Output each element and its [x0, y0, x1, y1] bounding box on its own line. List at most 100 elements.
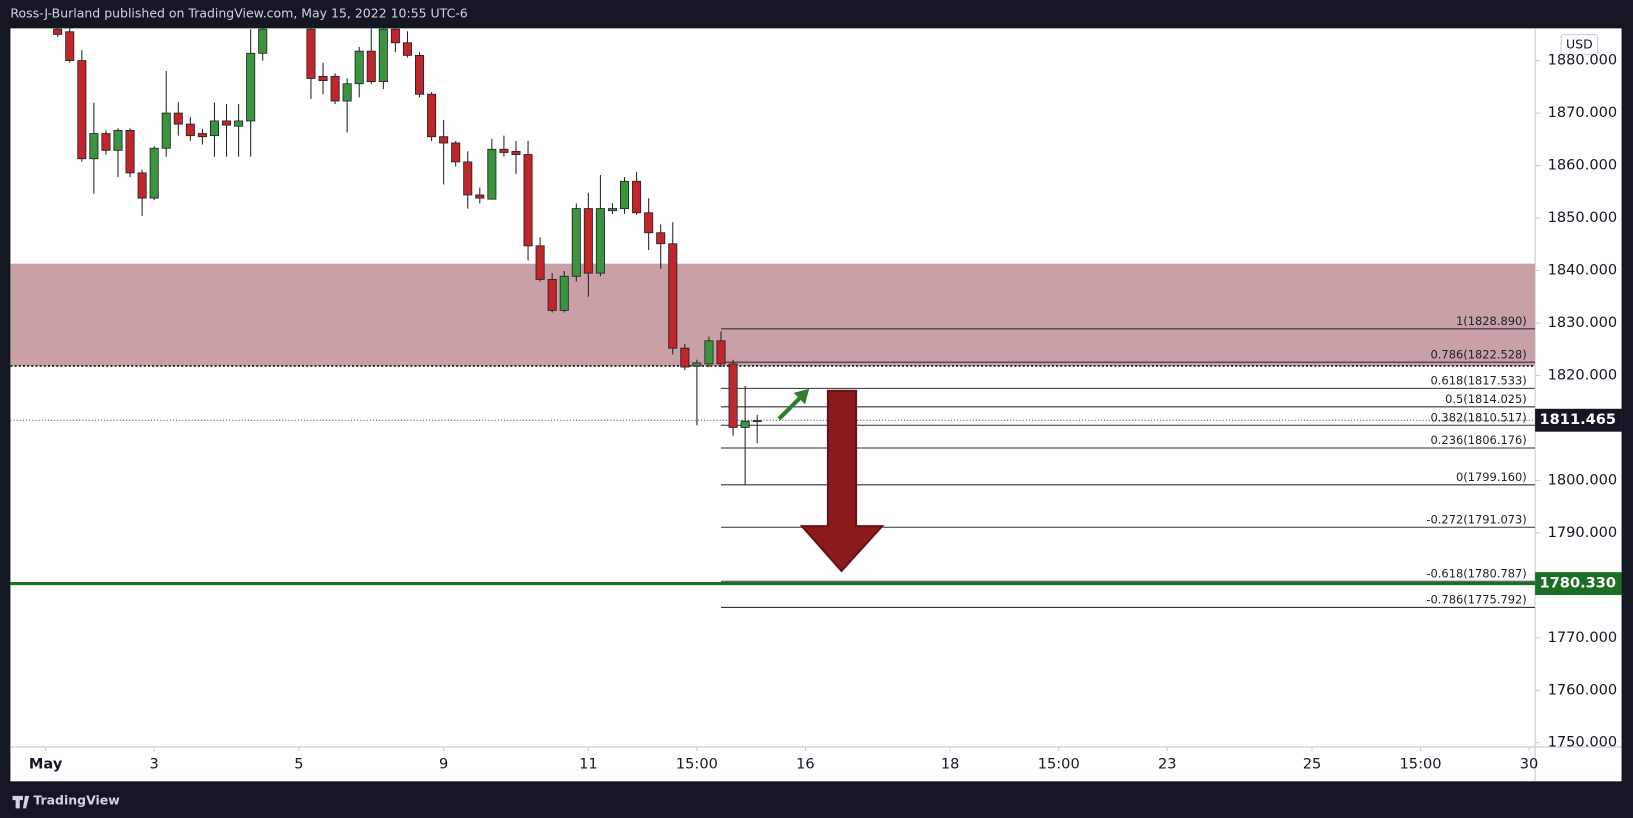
y-tick-label: 1790.000 — [1548, 524, 1618, 541]
x-tick-label: May — [29, 756, 63, 773]
candle-body — [499, 148, 509, 153]
candle-body — [752, 420, 762, 423]
candle-body — [390, 28, 400, 44]
candle-body — [704, 340, 714, 365]
y-tick-label: 1860.000 — [1548, 157, 1618, 174]
x-tick-label: 30 — [1520, 756, 1539, 773]
candle-body — [366, 50, 376, 83]
last-price-label: 1811.465 — [1540, 411, 1617, 428]
fib-label: -0.272(1791.073) — [1426, 512, 1526, 526]
currency-box — [1560, 34, 1599, 55]
candle-body — [644, 212, 654, 234]
candle-body — [65, 31, 75, 62]
support-price-box — [1535, 572, 1622, 596]
x-tick-label: 15:00 — [1038, 756, 1080, 773]
green-arrow-head — [793, 388, 810, 405]
x-tick-label: 23 — [1158, 756, 1177, 773]
candle-body — [523, 154, 533, 247]
candle-body — [209, 120, 219, 137]
y-tick-label: 1750.000 — [1548, 734, 1618, 751]
y-tick-label: 1800.000 — [1548, 471, 1618, 488]
fib-label: 0.236(1806.176) — [1431, 433, 1527, 447]
red-down-arrow — [799, 389, 885, 573]
candle-body — [77, 60, 87, 160]
candle-body — [571, 208, 581, 277]
candle-body — [161, 112, 171, 149]
candle-body — [620, 180, 630, 210]
candle-body — [716, 340, 726, 365]
candle-body — [451, 142, 461, 163]
candle-body — [222, 120, 232, 126]
candle-body — [511, 150, 521, 155]
candle-body — [306, 28, 316, 79]
candle-body — [330, 75, 340, 102]
fib-label: 1(1828.890) — [1456, 314, 1527, 328]
brand-logo: TradingView — [12, 793, 120, 809]
y-tick-label: 1760.000 — [1548, 681, 1618, 698]
candle-body — [463, 161, 473, 196]
candle-body — [149, 147, 159, 199]
candle-body — [137, 172, 147, 199]
candle-body — [414, 54, 425, 95]
x-tick-label: 18 — [941, 756, 960, 773]
candle-body — [547, 279, 557, 311]
candle-body — [89, 133, 99, 160]
candle-body — [342, 83, 352, 102]
candle-body — [656, 232, 666, 245]
currency: USD — [1566, 37, 1593, 52]
candle-body — [607, 208, 617, 212]
logo-mark — [12, 795, 30, 809]
candle-body — [668, 243, 678, 349]
y-tick-label: 1770.000 — [1548, 629, 1618, 646]
overlay: 1880.000 1870.000 1860.000 1850.000 1840.000… — [29, 52, 1622, 773]
candle-body — [583, 208, 593, 274]
candle-body — [475, 194, 485, 199]
candle-body — [427, 93, 437, 138]
fib-label: -0.618(1780.787) — [1426, 566, 1526, 580]
resistance-zone — [10, 263, 1536, 367]
candle-body — [113, 129, 123, 151]
candle-body — [53, 28, 63, 35]
y-tick-label: 1850.000 — [1548, 209, 1618, 226]
last-price-box — [1535, 408, 1622, 432]
header: Ross-J-Burland published on TradingView.… — [10, 5, 467, 20]
candle-body — [234, 120, 244, 127]
candle-body — [535, 245, 545, 280]
candle-body — [185, 123, 195, 137]
chart-background — [10, 28, 1622, 782]
fib-label: -0.786(1775.792) — [1426, 593, 1526, 607]
x-tick-label: 3 — [150, 756, 159, 773]
fib-label: 0.618(1817.533) — [1431, 374, 1527, 388]
x-tick-label: 9 — [439, 756, 448, 773]
fib-label: 0(1799.160) — [1456, 470, 1527, 484]
candle-body — [728, 363, 738, 428]
candle-body — [258, 28, 268, 54]
y-tick-label: 1870.000 — [1548, 104, 1618, 121]
candle-body — [354, 50, 364, 85]
candle-body — [318, 75, 328, 81]
y-tick-label: 1880.000 — [1548, 52, 1618, 69]
x-tick-label: 15:00 — [1400, 756, 1442, 773]
candle-body — [125, 129, 135, 174]
green-arrow — [777, 388, 810, 421]
annotation-arrows — [777, 388, 885, 573]
brand-name: TradingView — [33, 793, 120, 808]
green-arrow-shaft — [777, 396, 802, 421]
x-tick-label: 11 — [579, 756, 598, 773]
candle-body — [101, 133, 111, 151]
support-price-label: 1780.330 — [1540, 575, 1617, 592]
y-tick-label: 1840.000 — [1548, 262, 1618, 279]
plot-area: 1(1828.890) 0.786(1822.528) 0.618(1817.533… — [10, 28, 1536, 608]
candle-body — [559, 275, 569, 311]
x-tick-label: 16 — [796, 756, 815, 773]
x-tick-label: 5 — [294, 756, 303, 773]
candle-body — [740, 420, 750, 428]
x-tick-label: 15:00 — [676, 756, 718, 773]
fib-label: 0.5(1814.025) — [1445, 392, 1527, 406]
fib-label: 0.382(1810.517) — [1431, 410, 1527, 424]
candle-body — [197, 133, 207, 138]
candle-body — [595, 208, 605, 274]
candle-body — [378, 28, 388, 83]
